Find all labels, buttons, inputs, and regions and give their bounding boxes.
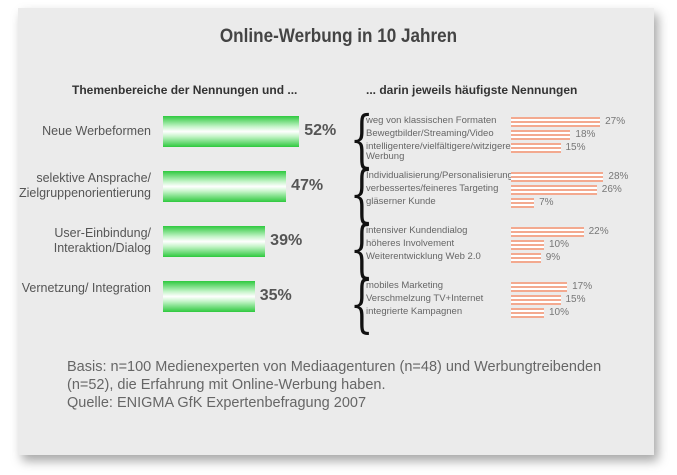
detail-value-label: 10% <box>549 307 570 318</box>
detail-value-label: 15% <box>565 142 586 153</box>
main-value-label: 52% <box>304 122 337 139</box>
detail-label: höheres Involvement <box>366 238 455 249</box>
detail-bar <box>511 227 584 237</box>
detail-value-label: 17% <box>572 281 593 292</box>
detail-label: mobiles Marketing <box>366 280 444 291</box>
detail-bar <box>511 143 561 153</box>
footnote: Basis: n=100 Medienexperten von Mediaage… <box>67 358 627 412</box>
right-header: ... darin jeweils häufigste Nennungen <box>366 83 578 97</box>
main-value-label: 39% <box>270 232 303 249</box>
detail-value-label: 7% <box>539 197 554 208</box>
detail-value-label: 9% <box>545 252 561 263</box>
detail-value-label: 26% <box>601 184 622 195</box>
detail-value-label: 18% <box>575 129 596 140</box>
detail-bar <box>511 240 544 250</box>
main-value-label: 47% <box>291 177 324 194</box>
brace-icon: { <box>349 157 374 230</box>
main-value-label: 35% <box>259 287 292 304</box>
category-label: selektive Ansprache/ Zielgruppenorientie… <box>18 171 151 200</box>
brace-icon: { <box>349 267 374 340</box>
detail-bar <box>511 295 561 305</box>
chart-title: Online-Werbung in 10 Jahren <box>219 26 458 47</box>
footnote-source: Quelle: ENIGMA GfK Expertenbefragung 200… <box>67 395 367 411</box>
brace-icon: { <box>349 102 374 175</box>
left-header: Themenbereiche der Nennungen und ... <box>72 83 298 97</box>
detail-value-label: 28% <box>608 171 629 182</box>
detail-label: Bewegtbilder/Streaming/Video <box>366 128 494 139</box>
category-label: Vernetzung/ Integration <box>21 281 151 295</box>
main-bar <box>163 226 266 257</box>
detail-bar <box>511 308 544 318</box>
detail-bar <box>511 282 568 292</box>
main-bar <box>163 281 255 312</box>
detail-label: intensiver Kundendialog <box>366 225 468 236</box>
detail-bar <box>511 172 604 182</box>
detail-bar <box>511 117 601 127</box>
footnote-basis: Basis: n=100 Medienexperten von Mediaage… <box>67 359 602 393</box>
main-bar <box>163 116 300 147</box>
detail-label: integrierte Kampagnen <box>366 306 463 317</box>
detail-value-label: 10% <box>549 239 570 250</box>
detail-label: Individualisierung/Personalisierung <box>366 170 513 181</box>
detail-bar <box>511 198 535 208</box>
detail-label: verbessertes/feineres Targeting <box>366 183 499 194</box>
detail-label: gläserner Kunde <box>366 196 436 207</box>
category-label: Neue Werbeformen <box>42 124 151 138</box>
detail-bar <box>511 253 541 263</box>
main-bar <box>163 171 287 202</box>
category-label: User-Einbindung/ Interaktion/Dialog <box>53 226 151 255</box>
detail-label: intelligentere/vielfältigere/witzigere W… <box>366 141 511 162</box>
detail-label: weg von klassischen Formaten <box>366 115 497 126</box>
detail-label: Verschmelzung TV+Internet <box>366 293 484 304</box>
detail-value-label: 22% <box>588 226 609 237</box>
detail-bar <box>511 185 597 195</box>
detail-bar <box>511 130 571 140</box>
detail-label: Weiterentwicklung Web 2.0 <box>366 251 481 262</box>
detail-value-label: 27% <box>605 116 626 127</box>
brace-icon: { <box>349 212 374 285</box>
detail-value-label: 15% <box>565 294 586 305</box>
